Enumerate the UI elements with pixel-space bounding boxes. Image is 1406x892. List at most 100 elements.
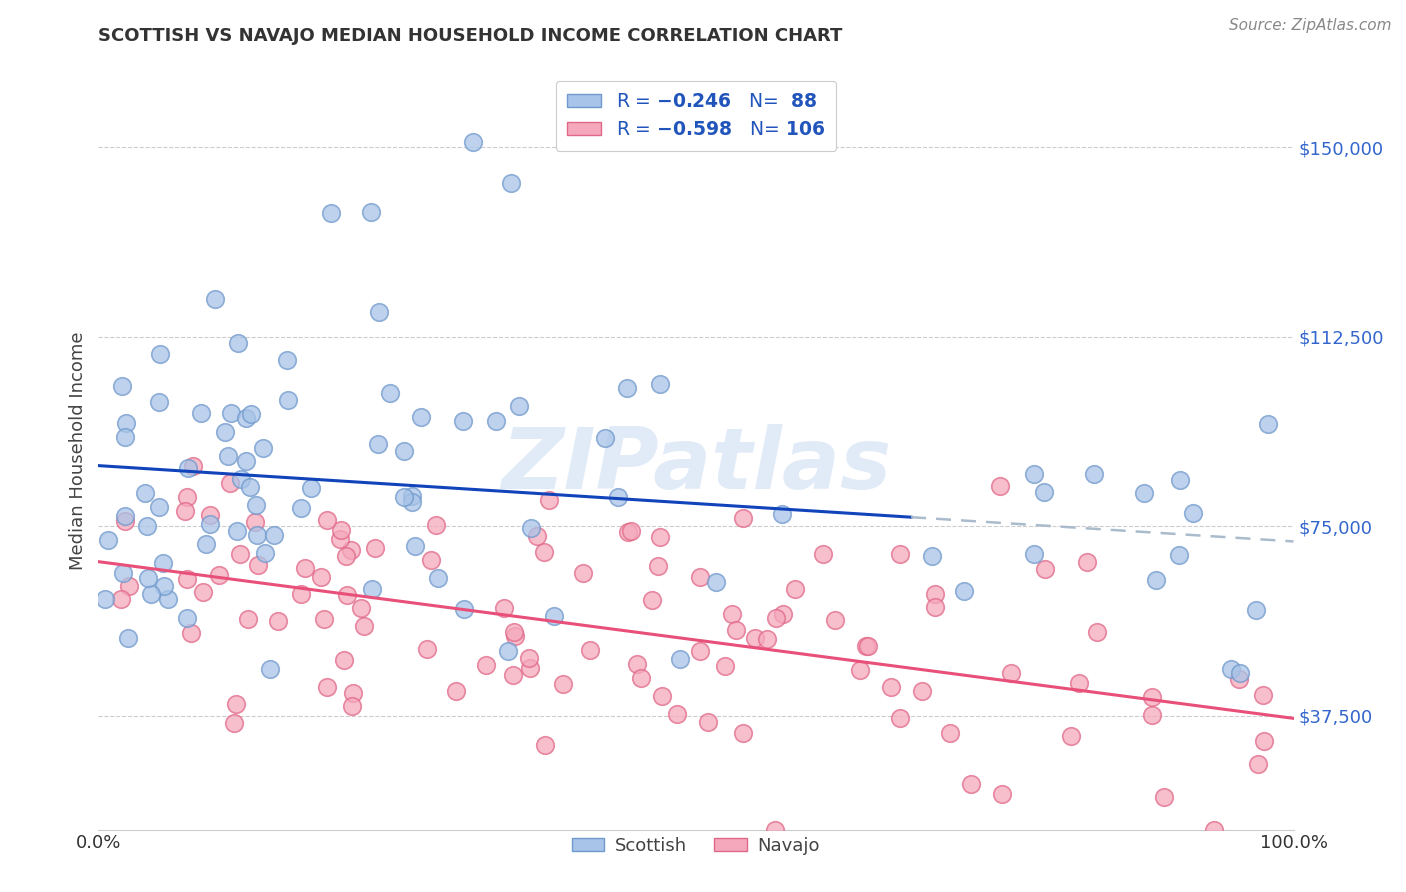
Point bbox=[152, 579, 174, 593]
Point bbox=[626, 657, 648, 671]
Point bbox=[498, 644, 520, 658]
Text: Source: ZipAtlas.com: Source: ZipAtlas.com bbox=[1229, 18, 1392, 33]
Point bbox=[267, 614, 290, 628]
Point bbox=[772, 507, 794, 521]
Point bbox=[336, 589, 359, 603]
Point bbox=[149, 347, 172, 361]
Point bbox=[180, 626, 202, 640]
Point bbox=[191, 584, 214, 599]
Point bbox=[606, 491, 628, 505]
Point bbox=[136, 571, 159, 585]
Point bbox=[190, 406, 212, 420]
Point bbox=[409, 409, 432, 424]
Point bbox=[1022, 548, 1045, 562]
Point bbox=[208, 568, 231, 582]
Point bbox=[1202, 822, 1225, 837]
Point bbox=[114, 430, 136, 444]
Point bbox=[198, 508, 221, 522]
Point bbox=[229, 547, 252, 561]
Point bbox=[1167, 548, 1189, 562]
Point bbox=[340, 699, 363, 714]
Point bbox=[924, 587, 946, 601]
Point bbox=[404, 539, 426, 553]
Point bbox=[425, 518, 447, 533]
Point bbox=[1076, 555, 1098, 569]
Point bbox=[517, 651, 540, 665]
Point bbox=[1132, 485, 1154, 500]
Point bbox=[235, 454, 257, 468]
Point bbox=[312, 612, 335, 626]
Point bbox=[1033, 561, 1056, 575]
Point bbox=[214, 425, 236, 440]
Point bbox=[259, 662, 281, 676]
Point bbox=[364, 541, 387, 555]
Point bbox=[221, 406, 243, 420]
Point bbox=[848, 663, 870, 677]
Point bbox=[276, 352, 298, 367]
Point bbox=[245, 498, 267, 512]
Point bbox=[647, 559, 669, 574]
Point bbox=[533, 738, 555, 752]
Point bbox=[136, 519, 159, 533]
Point bbox=[724, 623, 747, 637]
Point bbox=[217, 449, 239, 463]
Point bbox=[245, 527, 267, 541]
Point bbox=[114, 508, 136, 523]
Point bbox=[508, 399, 530, 413]
Point bbox=[239, 407, 262, 421]
Point bbox=[392, 443, 415, 458]
Point bbox=[419, 553, 441, 567]
Point bbox=[157, 592, 180, 607]
Point bbox=[1153, 789, 1175, 804]
Y-axis label: Median Household Income: Median Household Income bbox=[69, 331, 87, 570]
Point bbox=[353, 619, 375, 633]
Point bbox=[361, 582, 384, 596]
Point bbox=[239, 480, 262, 494]
Point bbox=[332, 653, 354, 667]
Point bbox=[704, 574, 727, 589]
Point bbox=[1181, 506, 1204, 520]
Point bbox=[1144, 573, 1167, 587]
Point bbox=[503, 625, 526, 640]
Point bbox=[176, 573, 198, 587]
Point bbox=[117, 631, 139, 645]
Point bbox=[733, 725, 755, 739]
Point bbox=[226, 336, 249, 351]
Point bbox=[533, 545, 555, 559]
Point bbox=[319, 205, 342, 219]
Point bbox=[721, 607, 744, 622]
Point bbox=[360, 205, 382, 219]
Point bbox=[416, 642, 439, 657]
Point bbox=[115, 416, 138, 430]
Point bbox=[1247, 756, 1270, 771]
Point bbox=[177, 461, 200, 475]
Point bbox=[252, 441, 274, 455]
Point bbox=[551, 677, 574, 691]
Point bbox=[277, 393, 299, 408]
Point bbox=[924, 600, 946, 615]
Point bbox=[367, 436, 389, 450]
Point bbox=[538, 492, 561, 507]
Point bbox=[1140, 708, 1163, 723]
Point bbox=[111, 566, 134, 580]
Point bbox=[315, 680, 337, 694]
Legend: Scottish, Navajo: Scottish, Navajo bbox=[565, 830, 827, 863]
Point bbox=[222, 715, 245, 730]
Point bbox=[350, 600, 373, 615]
Point bbox=[855, 640, 877, 654]
Point bbox=[290, 501, 312, 516]
Point bbox=[911, 683, 934, 698]
Point bbox=[952, 583, 974, 598]
Point bbox=[630, 671, 652, 685]
Point bbox=[503, 630, 526, 644]
Point bbox=[519, 521, 541, 535]
Point bbox=[765, 611, 787, 625]
Point bbox=[110, 592, 132, 607]
Point bbox=[889, 547, 911, 561]
Point bbox=[152, 556, 174, 570]
Point bbox=[1246, 602, 1268, 616]
Point bbox=[960, 777, 983, 791]
Text: SCOTTISH VS NAVAJO MEDIAN HOUSEHOLD INCOME CORRELATION CHART: SCOTTISH VS NAVAJO MEDIAN HOUSEHOLD INCO… bbox=[98, 27, 842, 45]
Point bbox=[616, 380, 638, 394]
Point bbox=[856, 640, 879, 654]
